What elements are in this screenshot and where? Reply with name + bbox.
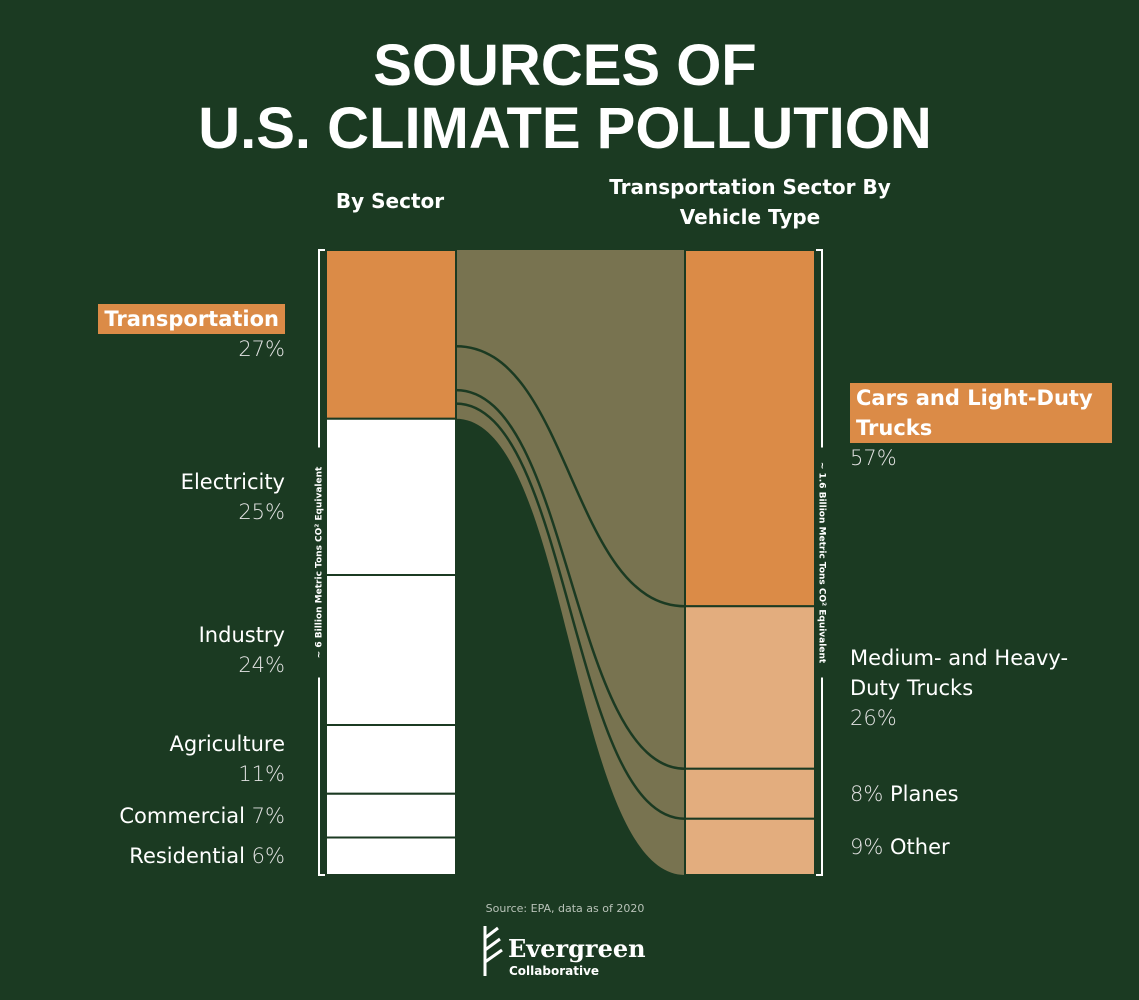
value-label: 26%	[850, 705, 897, 730]
subtitle: Transportation Sector By Vehicle Type	[609, 175, 891, 229]
category-label: Commercial	[119, 803, 245, 828]
segment	[325, 836, 457, 876]
segment-label: Industry 24%	[199, 620, 285, 680]
flow	[455, 250, 686, 875]
category-label: Other	[890, 834, 950, 859]
category-label: Agriculture	[169, 732, 286, 757]
flow-line	[455, 388, 686, 770]
logo-name: Evergreen	[508, 934, 646, 963]
value-label: 57%	[850, 446, 897, 471]
source: Source: EPA, data as of 2020	[486, 902, 645, 915]
axis-label: ~ 6 Billion Metric Tons CO² Equivalent	[315, 466, 325, 658]
segment-label: Residential 6%	[129, 841, 285, 871]
flow-band	[456, 250, 685, 875]
value-label: 11%	[238, 762, 285, 787]
axis-label: ~ 1.6 Billion Metric Tons CO² Equivalent	[817, 462, 827, 664]
category-label: Transportation	[98, 304, 285, 335]
logo-icon	[483, 926, 503, 976]
segment	[325, 417, 457, 576]
segment-label: Electricity 25%	[181, 467, 285, 527]
axis-label-bg	[312, 447, 326, 678]
category-label: Residential	[129, 844, 245, 869]
segment-label: Commercial 7%	[119, 801, 285, 831]
segment	[684, 817, 816, 876]
segment-label: Medium- and Heavy-Duty Trucks 26%	[850, 643, 1112, 733]
logo-subname: Collaborative	[509, 964, 599, 978]
subtitle: By Sector	[335, 189, 445, 213]
axis-label-bg	[815, 447, 829, 678]
segment	[684, 605, 816, 770]
segment-label: Transportation 27%	[98, 304, 285, 364]
category-label: Electricity	[180, 469, 285, 494]
segment	[684, 767, 816, 820]
category-label: Medium- and Heavy-Duty Trucks	[850, 645, 1069, 700]
category-label: Cars and Light-Duty Trucks	[850, 383, 1112, 444]
segment-label: 9% Other	[850, 832, 1112, 862]
segment	[325, 792, 457, 839]
flow-line	[455, 402, 686, 820]
segment	[684, 249, 816, 608]
value-label: 6%	[251, 844, 285, 869]
segment	[325, 249, 457, 420]
segment-label: Agriculture 11%	[170, 729, 286, 789]
segment	[325, 574, 457, 726]
segment	[325, 724, 457, 795]
value-label: 7%	[251, 803, 285, 828]
flow-line	[455, 344, 686, 608]
segment-label: 8% Planes	[850, 779, 1112, 809]
value-label: 25%	[238, 499, 285, 524]
value-label: 9%	[850, 834, 884, 859]
category-label: Planes	[890, 781, 959, 806]
title-line: SOURCES OF	[373, 33, 757, 98]
value-label: 27%	[238, 337, 285, 362]
title-line: U.S. CLIMATE POLLUTION	[198, 96, 932, 161]
category-label: Industry	[198, 623, 285, 647]
segment-label: Cars and Light-Duty Trucks 57%	[850, 383, 1112, 473]
value-label: 8%	[850, 781, 884, 806]
value-label: 24%	[238, 653, 285, 677]
